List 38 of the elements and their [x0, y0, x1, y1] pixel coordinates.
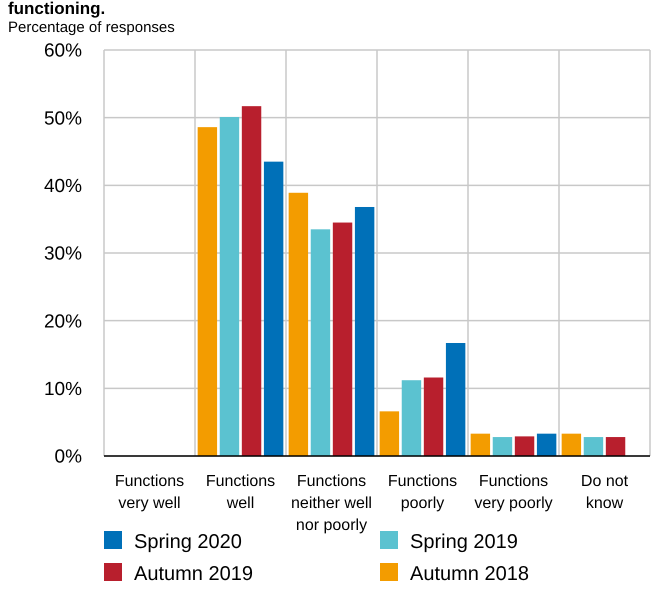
bar [332, 222, 352, 456]
bar [492, 437, 512, 456]
bar [606, 437, 626, 456]
y-tick-label: 10% [44, 378, 82, 400]
bar [242, 106, 262, 456]
legend-label: Spring 2019 [410, 531, 518, 553]
x-tick-label: Functions neither well nor poorly [291, 473, 372, 534]
bar [584, 437, 604, 456]
bar [310, 229, 330, 456]
bar [514, 436, 534, 456]
y-tick-label: 50% [44, 108, 82, 130]
bar [562, 434, 582, 456]
bar [288, 192, 308, 456]
legend-label: Autumn 2018 [410, 563, 529, 585]
y-tick-label: 60% [44, 40, 82, 62]
legend-label: Autumn 2019 [134, 563, 253, 585]
bar [380, 411, 400, 456]
x-tick-label: Functions well [206, 473, 276, 512]
x-tick-label: Functions very well [114, 473, 184, 512]
bar [470, 434, 490, 456]
bar [424, 378, 444, 456]
x-tick-label: Do not know [580, 473, 629, 512]
legend-label: Spring 2020 [134, 531, 242, 553]
bar [220, 116, 240, 456]
y-tick-label: 0% [54, 446, 82, 468]
y-tick-label: 40% [44, 176, 82, 197]
bar [354, 206, 374, 456]
bar [446, 342, 466, 456]
y-tick-label: 30% [44, 244, 82, 265]
bar [264, 162, 284, 456]
y-tick-label: 20% [44, 311, 82, 332]
chart-title: functioning. [8, 0, 106, 18]
bar [536, 434, 556, 456]
x-tick-label: Functions poorly [388, 473, 458, 512]
x-tick-label: Functions very poorly [474, 473, 553, 512]
bar [198, 127, 218, 456]
y-axis-title: Percentage of responses [8, 19, 175, 36]
bar [402, 380, 422, 456]
